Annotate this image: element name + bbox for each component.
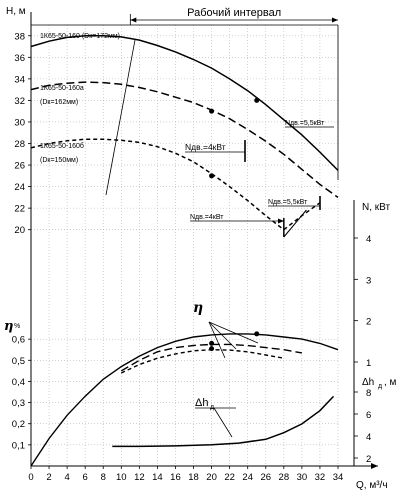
- head-series: [30, 35, 339, 231]
- working-interval-arrow-right: [332, 17, 338, 23]
- npsh-curve-0: [112, 395, 335, 448]
- power-tick-label: 1: [366, 358, 371, 369]
- eta-leader-0: [208, 321, 259, 344]
- eff-tick-label: 0,3: [12, 398, 25, 409]
- head-tick-label: 32: [14, 96, 25, 107]
- head-tick-label: 38: [14, 31, 25, 42]
- working-interval-label: Рабочий интервал: [187, 7, 281, 19]
- eff-curve-1: [120, 343, 303, 372]
- x-tick-label: 16: [170, 472, 181, 483]
- eff-tick-label: 0,2: [12, 419, 25, 430]
- eff-tick-label: 0,6: [12, 335, 25, 346]
- head-curve-1: [30, 81, 339, 199]
- eff-marker: [254, 331, 260, 337]
- power-series: [283, 209, 307, 238]
- delta-leader: [213, 407, 233, 438]
- x-tick-label: 22: [224, 472, 235, 483]
- head-tick-label: 20: [14, 225, 25, 236]
- head-marker: [209, 173, 215, 179]
- x-tick-label: 30: [297, 472, 308, 483]
- head-marker: [209, 108, 215, 114]
- delta-curve-label-sub: д: [210, 404, 214, 411]
- head-tick-label: 30: [14, 117, 25, 128]
- x-tick-label: 18: [188, 472, 199, 483]
- x-tick-label: 4: [64, 472, 69, 483]
- head-tick-label: 24: [14, 182, 25, 193]
- power-tick-label: 4: [366, 234, 371, 245]
- annotation-0: Nдв.=5,5кВт: [285, 120, 325, 127]
- npsh-tick-label: 6: [366, 410, 371, 421]
- head-series-label-1: 1К65-50-160а: [40, 85, 84, 92]
- eff-marker: [209, 340, 215, 346]
- eff-tick-label: 0,5: [12, 356, 25, 367]
- working-interval-arrow-left: [130, 17, 137, 23]
- x-tick-label: 2: [46, 472, 51, 483]
- power-axis-label: N, кВт: [362, 202, 390, 213]
- eta-percent-label: %: [14, 323, 20, 330]
- x-tick-label: 6: [83, 472, 88, 483]
- eff-tick-label: 0,4: [12, 377, 25, 388]
- eff-curve-2: [121, 348, 284, 374]
- x-tick-label: 12: [134, 472, 145, 483]
- x-tick-label: 0: [28, 472, 33, 483]
- x-tick-label: 20: [206, 472, 217, 483]
- head-marker: [254, 97, 260, 103]
- efficiency-series: [30, 331, 339, 467]
- head-tick-label: 26: [14, 161, 25, 172]
- x-tick-label: 8: [101, 472, 106, 483]
- annotation-arrow-3: [278, 218, 284, 224]
- head-tick-label: 28: [14, 139, 25, 150]
- npsh-axis-label: Δh: [362, 377, 374, 388]
- eta-leader-1: [208, 321, 237, 350]
- power-tick-label: 2: [366, 317, 371, 328]
- npsh-axis-label-unit: , м: [384, 377, 397, 388]
- x-tick-label: 28: [279, 472, 290, 483]
- head-series-label-2: 1К65-50-160б: [40, 142, 84, 150]
- annotation-3: Nдв.=4кВт: [190, 214, 224, 221]
- head-tick-label: 34: [14, 74, 25, 85]
- eta-leader-2: [208, 321, 226, 359]
- x-tick-label: 32: [315, 472, 326, 483]
- npsh-axis-label-sub: д: [378, 383, 382, 390]
- x-tick-label: 14: [152, 472, 163, 483]
- head-curve-2: [30, 138, 321, 231]
- axes: [28, 12, 378, 469]
- eff-marker: [209, 346, 215, 352]
- x-tick-label: 24: [242, 472, 253, 483]
- head-curve-0: [30, 35, 339, 171]
- annotation-1: Nдв.=4кВт: [185, 142, 226, 152]
- head-series-label2-2: (Dк=150мм): [40, 157, 78, 164]
- x-tick-label: 10: [116, 472, 127, 483]
- x-tick-label: 26: [260, 472, 271, 483]
- head-tick-label: 36: [14, 53, 25, 64]
- power-curve-line: [283, 209, 307, 238]
- eff-curve-0: [30, 333, 339, 467]
- x-axis-arrow: [371, 463, 378, 469]
- eta-axis-label: η: [4, 319, 13, 334]
- eta-curve-label: η: [193, 300, 203, 316]
- x-axis-label: Q, м³/ч: [356, 480, 388, 491]
- npsh-tick-label: 4: [366, 432, 371, 443]
- head-series-label-0: 1К65-50-160 (Dк=172мм): [40, 33, 120, 40]
- x-tick-label: 34: [333, 472, 344, 483]
- head-series-label2-1: (Dк=162мм): [40, 99, 78, 106]
- annotation-2: Nдв.=5,5кВт: [268, 199, 308, 206]
- npsh-tick-label: 8: [366, 388, 371, 399]
- eff-tick-label: 0,1: [12, 440, 25, 451]
- head-tick-label: 22: [14, 204, 25, 215]
- power-tick-label: 3: [366, 275, 371, 286]
- delta-curve-label: Δh: [195, 397, 208, 409]
- grid: [31, 25, 339, 466]
- head-axis-label: H, м: [6, 6, 26, 17]
- npsh-tick-label: 2: [366, 454, 371, 465]
- npsh-series: [112, 395, 335, 448]
- leader-line: [105, 39, 136, 196]
